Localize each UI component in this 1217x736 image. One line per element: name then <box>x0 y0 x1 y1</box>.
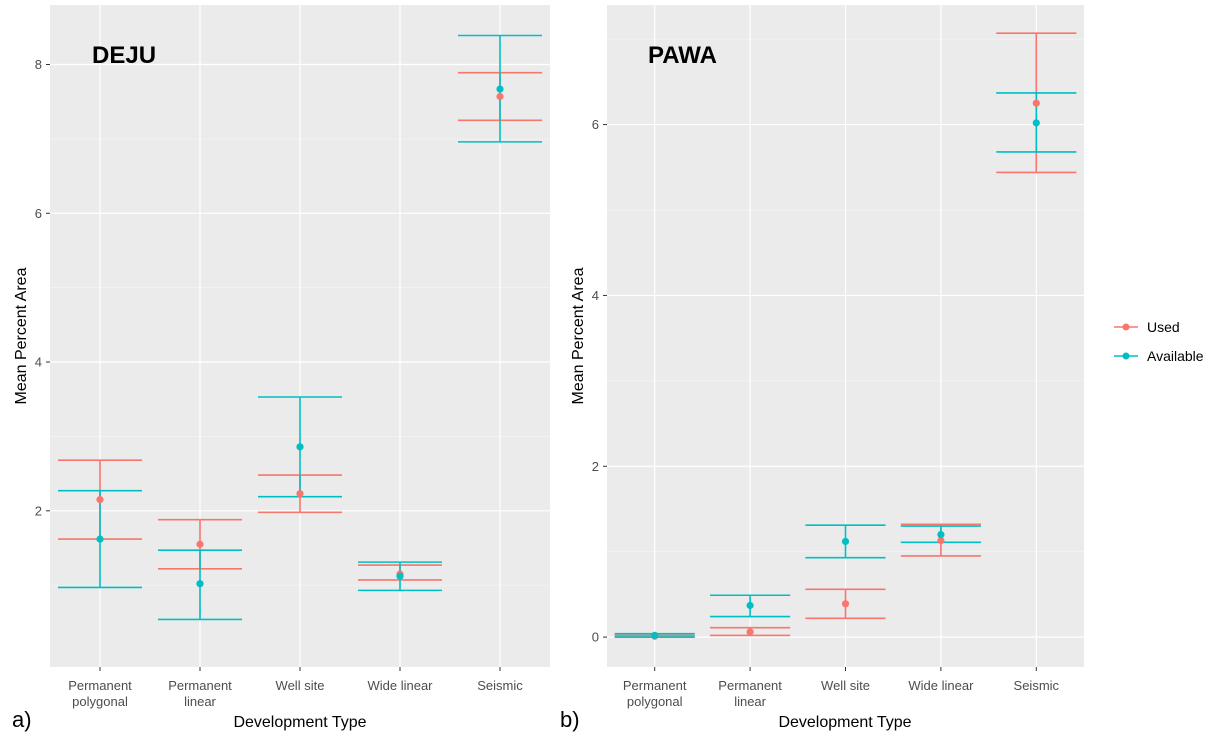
x-tick-label: Permanent polygonal <box>623 678 687 709</box>
data-point-available <box>651 631 659 639</box>
panel-letter-a: a) <box>12 707 32 732</box>
legend: Used Available <box>1114 319 1204 364</box>
x-tick-label: Seismic <box>1014 678 1060 693</box>
legend-key-point <box>1122 323 1130 331</box>
x-tick-label: Permanent linear <box>168 678 232 709</box>
y-tick-label: 8 <box>35 57 42 72</box>
data-point-used <box>296 490 304 498</box>
chart-marks <box>614 32 1077 640</box>
x-tick-label: Permanent polygonal <box>68 678 132 709</box>
axes: 2 4 6 8 Permanent polygonal Permanent linear Wel… <box>35 57 523 709</box>
data-point-available <box>96 535 104 543</box>
y-tick-label: 6 <box>35 206 42 221</box>
panel-deju: 2 4 6 8 Permanent polygonal Permanent linear Wel… <box>12 5 550 732</box>
legend-label-available: Available <box>1147 348 1204 364</box>
panel-title-deju: DEJU <box>92 42 156 69</box>
legend-key-point <box>1122 352 1130 360</box>
x-tick-label: Well site <box>276 678 325 693</box>
y-tick-label: 2 <box>35 503 42 518</box>
data-point-available <box>746 601 754 610</box>
x-tick-label: Permanent linear <box>718 678 782 709</box>
data-point-used <box>746 628 754 636</box>
x-axis-title: Development Type <box>778 714 911 731</box>
y-tick-label: 0 <box>592 630 599 645</box>
x-tick-label: Wide linear <box>908 678 974 693</box>
data-point-available <box>1032 119 1040 127</box>
legend-item-available: Available <box>1114 348 1204 364</box>
panel-letter-b: b) <box>560 707 580 732</box>
data-point-available <box>196 580 204 588</box>
data-point-used <box>841 600 850 608</box>
data-point-available <box>937 531 945 539</box>
x-tick-label: Seismic <box>477 678 523 693</box>
x-axis-title: Development Type <box>233 714 366 731</box>
data-point-used <box>937 536 945 545</box>
data-point-available <box>841 537 850 546</box>
y-axis-title: Mean Percent Area <box>13 267 30 404</box>
axes: 0 2 4 6 Permanent polygonal Permanent linear Wel… <box>592 117 1060 709</box>
data-point-available <box>496 85 504 93</box>
y-tick-label: 4 <box>35 355 42 370</box>
x-tick-label: Wide linear <box>367 678 433 693</box>
legend-item-used: Used <box>1114 319 1180 335</box>
y-tick-label: 4 <box>592 288 599 303</box>
panel-pawa: 0 2 4 6 Permanent polygonal Permanent linear Wel… <box>560 5 1084 732</box>
data-point-used <box>1032 99 1040 107</box>
panel-title-pawa: PAWA <box>648 42 717 69</box>
x-tick-label: Well site <box>821 678 870 693</box>
data-point-used <box>96 496 104 504</box>
y-tick-label: 2 <box>592 459 599 474</box>
data-point-used <box>496 92 504 101</box>
data-point-used <box>196 540 204 548</box>
data-point-available <box>296 443 304 451</box>
chart-marks <box>58 34 542 621</box>
y-tick-label: 6 <box>592 117 599 132</box>
data-point-available <box>396 572 404 580</box>
y-axis-title: Mean Percent Area <box>570 267 587 404</box>
legend-label-used: Used <box>1147 319 1180 335</box>
